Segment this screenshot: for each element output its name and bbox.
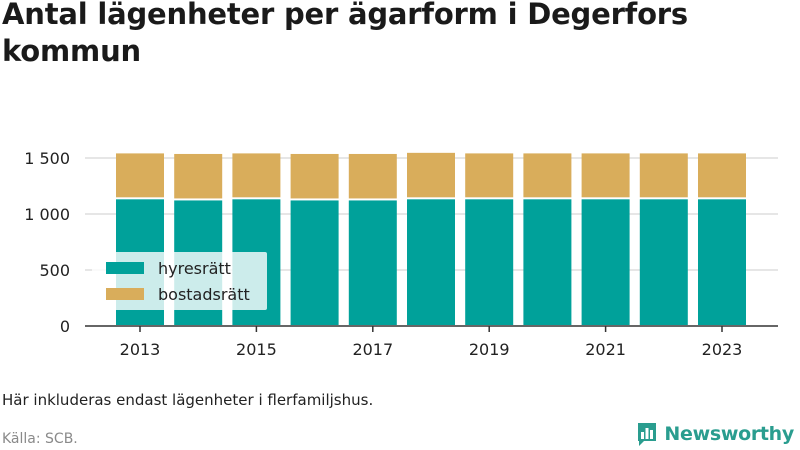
legend-label-bostadsratt: bostadsrätt	[158, 284, 250, 304]
bar-bostadsratt-2017	[348, 153, 397, 199]
legend-label-hyresratt: hyresrätt	[158, 258, 231, 278]
x-tick-label: 2019	[469, 340, 510, 359]
chart-title: Antal lägenheter per ägarform i Degerfor…	[2, 0, 688, 68]
x-tick-label: 2017	[352, 340, 393, 359]
bar-hyresratt-2020	[523, 199, 572, 325]
bar-bostadsratt-2015	[232, 153, 281, 198]
bar-bostadsratt-2023	[698, 153, 746, 198]
chart-note: Här inkluderas endast lägenheter i flerf…	[2, 391, 374, 409]
chart-legend: hyresrätt bostadsrätt	[92, 252, 267, 310]
bar-bostadsratt-2014	[174, 153, 223, 199]
x-tick-label: 2015	[236, 340, 277, 359]
y-tick-label: 1 500	[24, 149, 70, 168]
bar-hyresratt-2017	[348, 200, 397, 325]
legend-swatch-bostadsratt	[106, 288, 144, 300]
bar-bostadsratt-2018	[407, 152, 455, 198]
x-tick-label: 2021	[585, 340, 626, 359]
bar-hyresratt-2022	[639, 199, 688, 325]
y-tick-label: 500	[39, 261, 70, 280]
bar-hyresratt-2019	[465, 199, 514, 325]
bar-bostadsratt-2013	[116, 153, 164, 198]
logo-text: Newsworthy	[664, 423, 794, 445]
x-tick-label: 2013	[120, 340, 161, 359]
bar-hyresratt-2018	[407, 199, 455, 325]
chart-source: Källa: SCB.	[2, 431, 78, 447]
bar-hyresratt-2023	[698, 199, 746, 325]
legend-item-hyresratt: hyresrätt	[106, 258, 231, 278]
bar-bostadsratt-2019	[465, 153, 514, 198]
newsworthy-chart-icon	[638, 423, 657, 446]
bar-hyresratt-2016	[290, 200, 339, 325]
bar-bostadsratt-2022	[639, 153, 688, 198]
x-tick-label: 2023	[702, 340, 743, 359]
newsworthy-logo[interactable]: Newsworthy	[636, 421, 794, 447]
legend-item-bostadsratt: bostadsrätt	[106, 284, 250, 304]
y-tick-label: 1 000	[24, 205, 70, 224]
bar-bostadsratt-2020	[523, 153, 572, 198]
bar-hyresratt-2021	[581, 199, 630, 325]
bar-bostadsratt-2021	[581, 153, 630, 198]
legend-swatch-hyresratt	[106, 262, 144, 274]
bar-bostadsratt-2016	[290, 153, 339, 199]
stacked-bar-chart: 0 500 1 000 1 500 2013 2015 2017 2019 2021 2023	[24, 149, 778, 359]
y-tick-label: 0	[60, 317, 70, 336]
